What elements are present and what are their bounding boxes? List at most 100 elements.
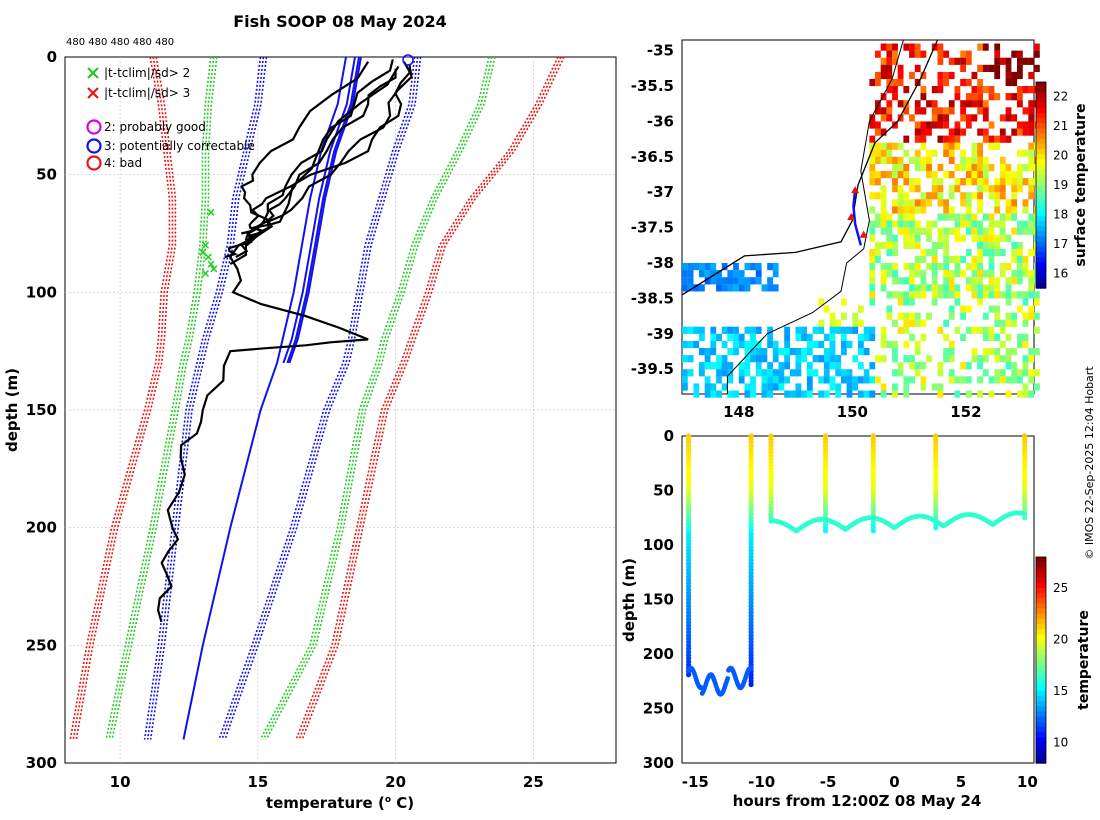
- sst-pixel: [1022, 270, 1029, 278]
- sst-pixel: [943, 114, 949, 122]
- sst-pixel: [943, 50, 949, 58]
- sst-pixel: [1017, 291, 1023, 299]
- sst-pixel: [1034, 383, 1040, 391]
- deep-tow-point: [748, 665, 754, 671]
- sst-pixel: [744, 362, 751, 370]
- sst-pixel: [926, 284, 932, 292]
- sst-pixel: [886, 171, 893, 179]
- sst-pixel: [960, 100, 966, 108]
- sst-pixel: [931, 192, 938, 200]
- sst-pixel: [704, 277, 711, 285]
- sst-pixel: [795, 362, 802, 370]
- sst-pixel: [1017, 340, 1023, 349]
- sst-pixel: [892, 270, 898, 278]
- sst-pixel: [721, 340, 728, 349]
- sst-pixel: [1011, 50, 1018, 58]
- sst-colorbar-label: surface temperature: [1073, 103, 1089, 266]
- sst-pixel: [999, 319, 1006, 327]
- map-x-tick-label: 148: [723, 403, 754, 421]
- sst-pixel: [1011, 241, 1018, 249]
- sst-pixel: [948, 149, 955, 157]
- sst-pixel: [971, 86, 978, 94]
- legend-marker-circle: [86, 138, 102, 154]
- sst-pixel: [1028, 142, 1035, 150]
- sst-pixel: [960, 178, 966, 186]
- sst-pixel: [1005, 355, 1012, 363]
- sst-pixel: [914, 107, 921, 115]
- sst-pixel: [971, 291, 978, 299]
- sst-pixel: [982, 312, 989, 320]
- sst-pixel: [994, 50, 1001, 58]
- sst-pixel: [1028, 369, 1035, 377]
- sst-pixel: [926, 192, 932, 200]
- sst-pixel: [982, 171, 989, 179]
- sst-pixel: [994, 284, 1001, 292]
- sst-pixel: [755, 340, 762, 349]
- sst-pixel: [977, 206, 983, 214]
- sst-pixel: [869, 227, 876, 235]
- sst-pixel: [903, 298, 910, 306]
- sst-pixel: [812, 355, 819, 363]
- sst-pixel: [988, 348, 995, 356]
- sst-pixel: [920, 227, 927, 235]
- sst-pixel: [1022, 128, 1029, 136]
- sst-pixel: [954, 128, 961, 136]
- sst-pixel: [693, 390, 700, 398]
- sst-pixel: [1022, 220, 1029, 228]
- sst-pixel: [982, 163, 989, 172]
- sst-pixel: [977, 326, 983, 334]
- sst-pixel: [909, 270, 915, 278]
- sst-pixel: [858, 340, 864, 349]
- sst-pixel: [931, 298, 938, 306]
- sst-pixel: [1022, 86, 1029, 94]
- sst-pixel: [750, 277, 756, 285]
- flag-x-green: [204, 253, 212, 261]
- sst-pixel: [897, 71, 904, 80]
- sst-pixel: [829, 376, 836, 384]
- sst-pixel: [880, 383, 887, 391]
- climatology-red-left: [69, 56, 171, 740]
- sst-pixel: [806, 376, 813, 384]
- sst-pixel: [1028, 114, 1035, 122]
- sst-pixel: [937, 86, 944, 94]
- sst-pixel: [931, 241, 938, 249]
- sst-pixel: [863, 390, 870, 398]
- sst-pixel: [960, 220, 966, 228]
- sst-pixel: [863, 333, 870, 341]
- sst-pixel: [965, 121, 972, 129]
- sst-pixel: [875, 142, 881, 150]
- sst-pixel: [1028, 376, 1035, 384]
- sst-pixel: [999, 369, 1006, 377]
- sst-pixel: [920, 107, 927, 115]
- sst-pixel: [710, 340, 717, 349]
- x-axis-label: temperature (o C): [266, 794, 414, 812]
- sst-pixel: [943, 248, 949, 257]
- sst-pixel: [960, 333, 966, 341]
- sst-pixel: [806, 383, 813, 391]
- sst-pixel: [982, 234, 989, 242]
- sst-pixel: [1005, 277, 1012, 285]
- colorbar-segment: [1036, 143, 1046, 150]
- sst-pixel: [892, 369, 898, 377]
- sst-pixel: [767, 263, 773, 271]
- climatology-red-right: [298, 56, 562, 740]
- sst-pixel: [994, 57, 1001, 65]
- y-tick-label: 250: [26, 636, 57, 654]
- climatology-red-left: [72, 56, 174, 740]
- sst-pixel: [1005, 114, 1012, 122]
- sst-pixel: [1022, 206, 1029, 214]
- sst-pixel: [750, 376, 756, 384]
- sst-pixel: [948, 270, 955, 278]
- sst-pixel: [977, 185, 983, 193]
- sst-pixels: [682, 43, 1040, 398]
- sst-pixel: [977, 86, 983, 94]
- sst-pixel: [1022, 291, 1029, 299]
- temperature-profiles: [156, 59, 413, 623]
- sst-pixel: [784, 333, 790, 341]
- sst-pixel: [687, 369, 694, 377]
- sst-pixel: [1005, 319, 1012, 327]
- sst-pixel: [914, 241, 921, 249]
- sst-pixel: [971, 220, 978, 228]
- map-y-tick-label: -39: [647, 325, 674, 343]
- sst-pixel: [897, 326, 904, 334]
